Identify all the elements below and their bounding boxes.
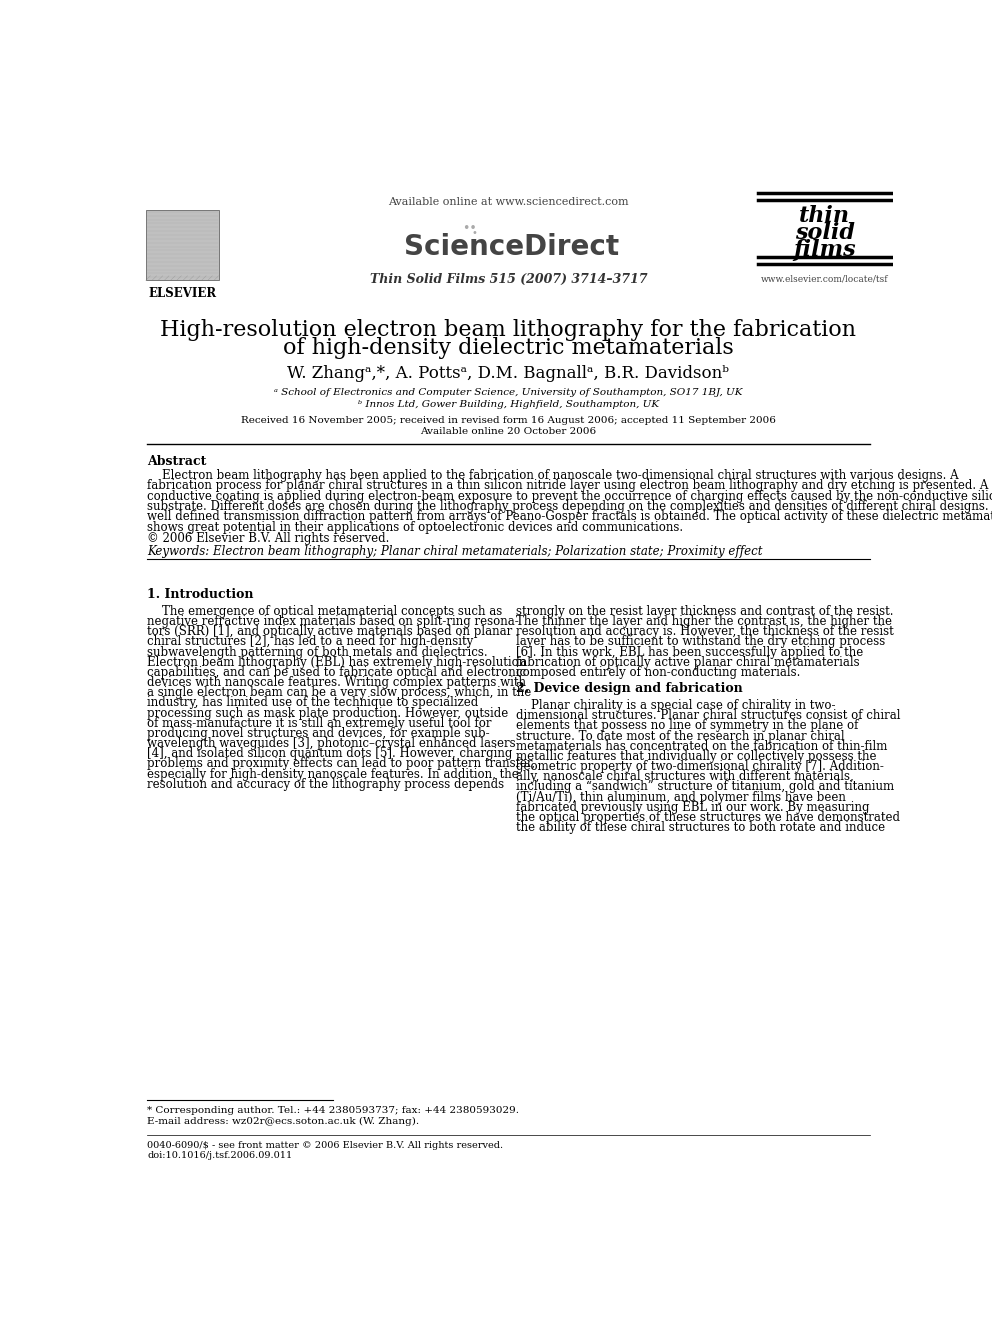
Text: Thin Solid Films 515 (2007) 3714–3717: Thin Solid Films 515 (2007) 3714–3717: [370, 273, 647, 286]
Text: processing such as mask plate production. However, outside: processing such as mask plate production…: [147, 706, 509, 720]
Text: strongly on the resist layer thickness and contrast of the resist.: strongly on the resist layer thickness a…: [516, 605, 894, 618]
Text: 0040-6090/$ - see front matter © 2006 Elsevier B.V. All rights reserved.: 0040-6090/$ - see front matter © 2006 El…: [147, 1142, 503, 1150]
Text: conductive coating is applied during electron-beam exposure to prevent the occur: conductive coating is applied during ele…: [147, 490, 992, 503]
Text: www.elsevier.com/locate/tsf: www.elsevier.com/locate/tsf: [761, 274, 889, 283]
Text: capabilities, and can be used to fabricate optical and electronic: capabilities, and can be used to fabrica…: [147, 665, 527, 679]
Text: The emergence of optical metamaterial concepts such as: The emergence of optical metamaterial co…: [147, 605, 503, 618]
Text: fabrication of optically active planar chiral metamaterials: fabrication of optically active planar c…: [516, 656, 860, 668]
Text: The thinner the layer and higher the contrast is, the higher the: The thinner the layer and higher the con…: [516, 615, 892, 628]
Text: structure. To date most of the research in planar chiral: structure. To date most of the research …: [516, 730, 845, 742]
Text: well defined transmission diffraction pattern from arrays of Peano-Gosper fracta: well defined transmission diffraction pa…: [147, 511, 992, 524]
Text: thin: thin: [800, 205, 850, 228]
Text: the optical properties of these structures we have demonstrated: the optical properties of these structur…: [516, 811, 900, 824]
Text: metamaterials has concentrated on the fabrication of thin-film: metamaterials has concentrated on the fa…: [516, 740, 888, 753]
Text: elements that possess no line of symmetry in the plane of: elements that possess no line of symmetr…: [516, 720, 858, 733]
Text: dimensional structures. Planar chiral structures consist of chiral: dimensional structures. Planar chiral st…: [516, 709, 901, 722]
Text: Available online 20 October 2006: Available online 20 October 2006: [421, 427, 596, 435]
Text: Received 16 November 2005; received in revised form 16 August 2006; accepted 11 : Received 16 November 2005; received in r…: [241, 415, 776, 425]
Text: resolution and accuracy of the lithography process depends: resolution and accuracy of the lithograp…: [147, 778, 504, 791]
Text: 1. Introduction: 1. Introduction: [147, 587, 254, 601]
Text: Abstract: Abstract: [147, 455, 206, 468]
Text: ᵇ Innos Ltd, Gower Building, Highfield, Southampton, UK: ᵇ Innos Ltd, Gower Building, Highfield, …: [358, 400, 659, 409]
Text: problems and proximity effects can lead to poor pattern transfer,: problems and proximity effects can lead …: [147, 757, 536, 770]
Text: films: films: [794, 239, 856, 261]
Text: Keywords: Electron beam lithography; Planar chiral metamaterials; Polarization s: Keywords: Electron beam lithography; Pla…: [147, 545, 763, 558]
Text: ScienceDirect: ScienceDirect: [404, 233, 619, 262]
Text: geometric property of two-dimensional chirality [7]. Addition-: geometric property of two-dimensional ch…: [516, 761, 884, 773]
Text: especially for high-density nanoscale features. In addition, the: especially for high-density nanoscale fe…: [147, 767, 519, 781]
Text: subwavelength patterning of both metals and dielectrics.: subwavelength patterning of both metals …: [147, 646, 488, 659]
Text: fabricated previously using EBL in our work. By measuring: fabricated previously using EBL in our w…: [516, 800, 870, 814]
Text: including a “sandwich” structure of titanium, gold and titanium: including a “sandwich” structure of tita…: [516, 781, 894, 794]
Text: [4], and isolated silicon quantum dots [5]. However, charging: [4], and isolated silicon quantum dots […: [147, 747, 513, 761]
Text: •: •: [471, 228, 477, 238]
Text: fabrication process for planar chiral structures in a thin silicon nitride layer: fabrication process for planar chiral st…: [147, 479, 992, 492]
Text: ELSEVIER: ELSEVIER: [148, 287, 216, 300]
Text: shows great potential in their applications of optoelectronic devices and commun: shows great potential in their applicati…: [147, 521, 683, 533]
Text: composed entirely of non-conducting materials.: composed entirely of non-conducting mate…: [516, 665, 801, 679]
Text: Electron beam lithography has been applied to the fabrication of nanoscale two-d: Electron beam lithography has been appli…: [147, 470, 959, 482]
Text: of mass-manufacture it is still an extremely useful tool for: of mass-manufacture it is still an extre…: [147, 717, 492, 730]
Text: [6]. In this work, EBL has been successfully applied to the: [6]. In this work, EBL has been successf…: [516, 646, 863, 659]
Text: (Ti/Au/Ti), thin aluminum, and polymer films have been: (Ti/Au/Ti), thin aluminum, and polymer f…: [516, 791, 846, 803]
Text: ᵃ School of Electronics and Computer Science, University of Southampton, SO17 1B: ᵃ School of Electronics and Computer Sci…: [274, 388, 743, 397]
Text: resolution and accuracy is. However, the thickness of the resist: resolution and accuracy is. However, the…: [516, 626, 894, 638]
Text: Available online at www.sciencedirect.com: Available online at www.sciencedirect.co…: [388, 197, 629, 208]
Text: industry, has limited use of the technique to specialized: industry, has limited use of the techniq…: [147, 696, 478, 709]
Text: solid: solid: [795, 222, 854, 243]
Text: doi:10.1016/j.tsf.2006.09.011: doi:10.1016/j.tsf.2006.09.011: [147, 1151, 293, 1160]
Text: the ability of these chiral structures to both rotate and induce: the ability of these chiral structures t…: [516, 822, 885, 833]
Text: ••: ••: [462, 222, 477, 235]
Text: of high-density dielectric metamaterials: of high-density dielectric metamaterials: [283, 337, 734, 360]
FancyBboxPatch shape: [146, 209, 219, 280]
Text: chiral structures [2], has led to a need for high-density: chiral structures [2], has led to a need…: [147, 635, 473, 648]
Text: * Corresponding author. Tel.: +44 2380593737; fax: +44 2380593029.: * Corresponding author. Tel.: +44 238059…: [147, 1106, 519, 1115]
Text: a single electron beam can be a very slow process, which, in the: a single electron beam can be a very slo…: [147, 687, 532, 700]
Text: Planar chirality is a special case of chirality in two-: Planar chirality is a special case of ch…: [516, 699, 835, 712]
Text: wavelength waveguides [3], photonic–crystal enhanced lasers: wavelength waveguides [3], photonic–crys…: [147, 737, 516, 750]
Text: devices with nanoscale features. Writing complex patterns with: devices with nanoscale features. Writing…: [147, 676, 526, 689]
Text: Electron beam lithography (EBL) has extremely high-resolution: Electron beam lithography (EBL) has extr…: [147, 656, 527, 668]
Text: tors (SRR) [1], and optically active materials based on planar: tors (SRR) [1], and optically active mat…: [147, 626, 513, 638]
Text: W. Zhangᵃ,*, A. Pottsᵃ, D.M. Bagnallᵃ, B.R. Davidsonᵇ: W. Zhangᵃ,*, A. Pottsᵃ, D.M. Bagnallᵃ, B…: [288, 365, 729, 382]
Text: © 2006 Elsevier B.V. All rights reserved.: © 2006 Elsevier B.V. All rights reserved…: [147, 532, 390, 545]
Text: E-mail address: wz02r@ecs.soton.ac.uk (W. Zhang).: E-mail address: wz02r@ecs.soton.ac.uk (W…: [147, 1117, 420, 1126]
Text: substrate. Different doses are chosen during the lithography process depending o: substrate. Different doses are chosen du…: [147, 500, 992, 513]
Text: ally, nanoscale chiral structures with different materials,: ally, nanoscale chiral structures with d…: [516, 770, 854, 783]
Text: negative refractive index materials based on split-ring resona-: negative refractive index materials base…: [147, 615, 519, 628]
Text: High-resolution electron beam lithography for the fabrication: High-resolution electron beam lithograph…: [161, 319, 856, 341]
Text: metallic features that individually or collectively possess the: metallic features that individually or c…: [516, 750, 877, 763]
Text: 2. Device design and fabrication: 2. Device design and fabrication: [516, 683, 743, 695]
Text: layer has to be sufficient to withstand the dry etching process: layer has to be sufficient to withstand …: [516, 635, 886, 648]
Text: producing novel structures and devices, for example sub-: producing novel structures and devices, …: [147, 726, 490, 740]
